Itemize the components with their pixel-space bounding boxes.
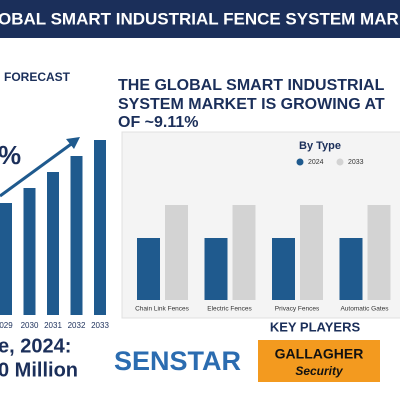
forecast-label: FORECAST bbox=[4, 70, 71, 84]
market-size: 0 Million bbox=[0, 359, 78, 381]
growth-arrow bbox=[0, 140, 75, 198]
bar bbox=[70, 156, 83, 315]
x-tick-label: Chain Link Fences bbox=[135, 306, 190, 313]
market-size: e, 2024: bbox=[0, 335, 71, 357]
bar bbox=[0, 203, 12, 315]
x-tick-label: Privacy Fences bbox=[275, 306, 320, 313]
bar bbox=[47, 172, 59, 315]
x-tick-label: 2031 bbox=[44, 321, 62, 330]
legend-swatch bbox=[296, 158, 304, 166]
gallagher-sub: Security bbox=[295, 364, 344, 378]
headline: THE GLOBAL SMART INDUSTRIAL bbox=[118, 77, 385, 94]
x-tick-label: 2032 bbox=[68, 321, 86, 330]
headline: SYSTEM MARKET IS GROWING AT bbox=[118, 96, 385, 113]
x-tick-label: 2030 bbox=[21, 321, 39, 330]
gallagher-name: GALLAGHER bbox=[275, 346, 364, 362]
arrow-head bbox=[66, 137, 80, 149]
bar bbox=[23, 188, 36, 315]
cagr: % bbox=[0, 140, 21, 170]
bar bbox=[204, 238, 228, 300]
legend-label: 2024 bbox=[308, 159, 324, 166]
bar bbox=[165, 205, 188, 300]
x-tick-label: 2033 bbox=[91, 321, 109, 330]
key-players-title: KEY PLAYERS bbox=[270, 319, 361, 334]
x-tick-label: 029 bbox=[0, 321, 13, 330]
banner bbox=[0, 0, 400, 38]
bar bbox=[232, 205, 256, 300]
bar bbox=[272, 238, 295, 300]
bar bbox=[300, 205, 323, 300]
banner-title: OBAL SMART INDUSTRIAL FENCE SYSTEM MAR bbox=[0, 9, 399, 28]
x-tick-label: Electric Fences bbox=[207, 306, 252, 313]
x-tick-label: Automatic Gates bbox=[340, 306, 389, 313]
bar bbox=[367, 205, 391, 300]
bar bbox=[339, 238, 363, 300]
senstar-logo: SENSTAR bbox=[114, 346, 241, 376]
bar bbox=[137, 238, 160, 300]
legend-label: 2033 bbox=[348, 159, 364, 166]
bar bbox=[94, 140, 106, 315]
legend-swatch bbox=[336, 158, 344, 166]
headline: OF ~9.11% bbox=[118, 114, 199, 131]
chart-title: By Type bbox=[299, 140, 341, 152]
gallagher-logo bbox=[258, 340, 380, 382]
